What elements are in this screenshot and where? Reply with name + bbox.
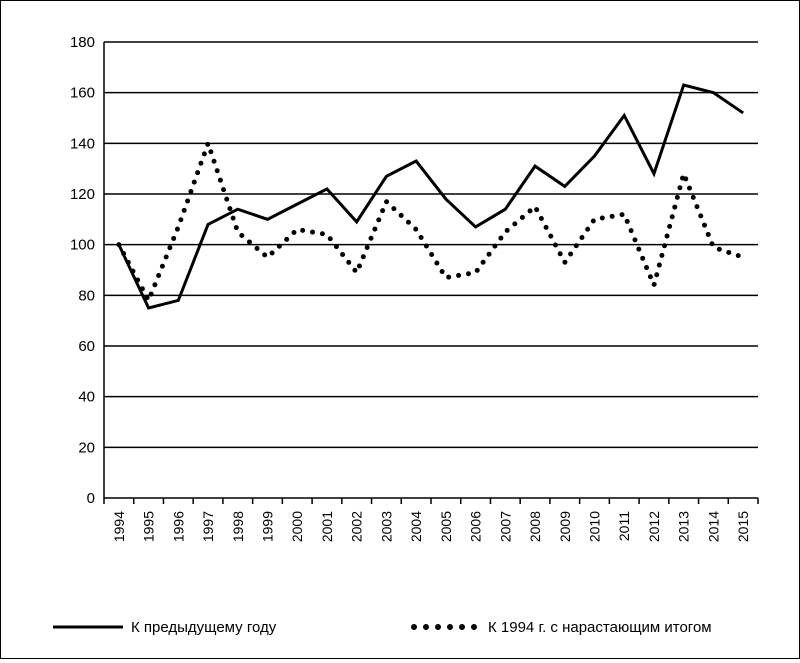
x-tick-label: 2014 xyxy=(705,511,721,542)
x-tick-label: 2005 xyxy=(438,511,454,542)
x-tick-label: 2004 xyxy=(408,511,424,542)
x-tick-label: 2006 xyxy=(468,511,484,542)
y-tick-label: 160 xyxy=(70,85,95,102)
y-tick-label: 40 xyxy=(78,389,95,406)
legend-label-series-1: К предыдущему году xyxy=(131,619,277,636)
x-tick-label: 1996 xyxy=(170,511,186,542)
y-tick-label: 80 xyxy=(78,287,95,304)
x-tick-label: 2011 xyxy=(616,511,632,541)
x-tick-label: 2000 xyxy=(289,511,305,542)
legend-label-series-2: К 1994 г. с нарастающим итогом xyxy=(488,619,712,636)
grid-lines xyxy=(104,42,758,447)
x-tick-label: 2001 xyxy=(319,511,335,542)
axes xyxy=(104,42,758,504)
y-tick-label: 140 xyxy=(70,135,95,152)
y-tick-label: 60 xyxy=(78,338,95,355)
y-tick-label: 180 xyxy=(70,34,95,51)
x-tick-label: 2003 xyxy=(378,511,394,542)
y-tick-label: 20 xyxy=(78,439,95,456)
x-tick-label: 2012 xyxy=(646,511,662,542)
x-tick-label: 2007 xyxy=(497,511,513,542)
x-tick-label: 2008 xyxy=(527,511,543,542)
series-layer xyxy=(119,85,743,308)
x-tick-label: 2009 xyxy=(557,511,573,542)
x-tick-label: 1994 xyxy=(111,511,127,542)
x-tick-label: 2013 xyxy=(676,511,692,542)
x-tick-label: 2015 xyxy=(735,511,751,542)
x-tick-label: 1995 xyxy=(141,511,157,542)
y-tick-label: 100 xyxy=(70,237,95,254)
x-tick-labels: 1994 1995 1996 1997 1998 1999 2000 2001 2002 2003… xyxy=(111,511,751,542)
x-tick-label: 1997 xyxy=(200,511,216,542)
legend: К предыдущему году К 1994 г. с нарастающ… xyxy=(53,619,712,636)
x-tick-label: 1998 xyxy=(230,511,246,542)
y-tick-labels: 0 20 40 60 80 100 120 140 160 180 xyxy=(70,34,95,507)
y-tick-label: 120 xyxy=(70,186,95,203)
x-tick-label: 1999 xyxy=(260,511,276,542)
x-tick-label: 2002 xyxy=(349,511,365,542)
y-tick-label: 0 xyxy=(87,490,95,507)
x-tick-label: 2010 xyxy=(587,511,603,542)
